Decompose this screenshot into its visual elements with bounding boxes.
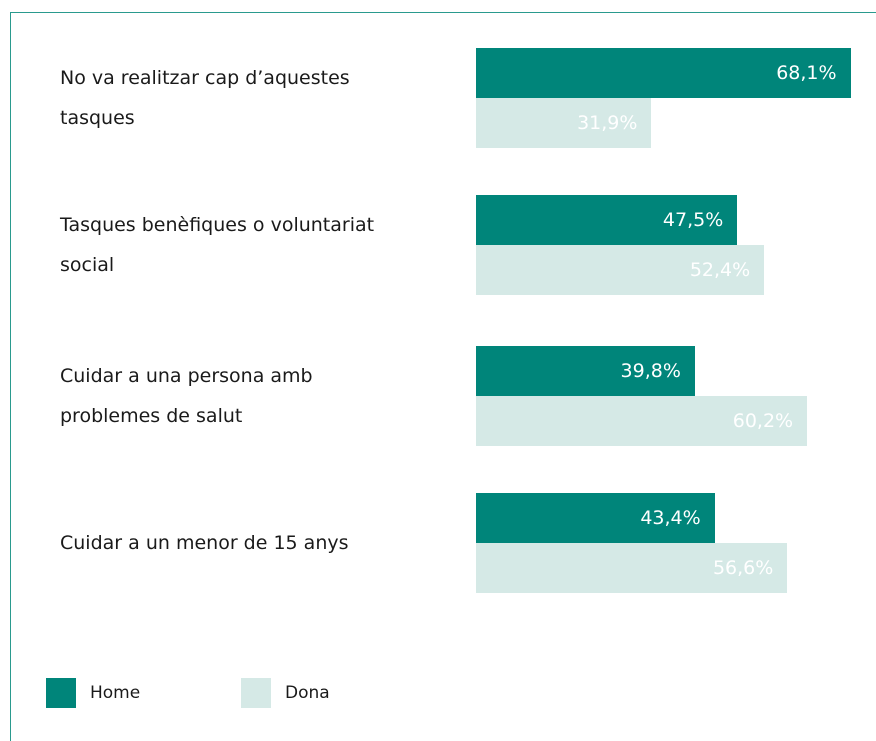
bar: 47,5% <box>476 195 738 245</box>
category-label: Tasques benèfiques o voluntariat social <box>60 214 375 276</box>
value-label: 31,9% <box>577 112 638 134</box>
value-label: 39,8% <box>620 360 681 382</box>
legend-label: Dona <box>285 683 330 703</box>
bar: 60,2% <box>476 396 808 446</box>
category-label: Cuidar a un menor de 15 anys <box>60 532 349 554</box>
category-label: Cuidar a una persona amb problemes de sa… <box>60 365 313 427</box>
value-label: 47,5% <box>662 209 724 231</box>
bar: 43,4% <box>476 493 715 543</box>
bar: 56,6% <box>476 543 788 593</box>
bar: 31,9% <box>476 98 652 148</box>
bar: 52,4% <box>476 245 765 295</box>
frame-line <box>10 12 876 13</box>
bar: 68,1% <box>476 48 851 98</box>
legend-label: Home <box>90 683 141 703</box>
value-label: 52,4% <box>689 259 751 281</box>
value-label: 60,2% <box>732 410 794 432</box>
category-label: No va realitzar cap d’aquestes tasques <box>60 67 350 129</box>
value-label: 43,4% <box>640 507 701 529</box>
value-label: 68,1% <box>776 62 837 84</box>
bar: 39,8% <box>476 346 695 396</box>
frame-line <box>10 12 11 741</box>
value-label: 56,6% <box>712 557 774 579</box>
legend-swatch <box>46 678 76 708</box>
legend-swatch <box>241 678 271 708</box>
